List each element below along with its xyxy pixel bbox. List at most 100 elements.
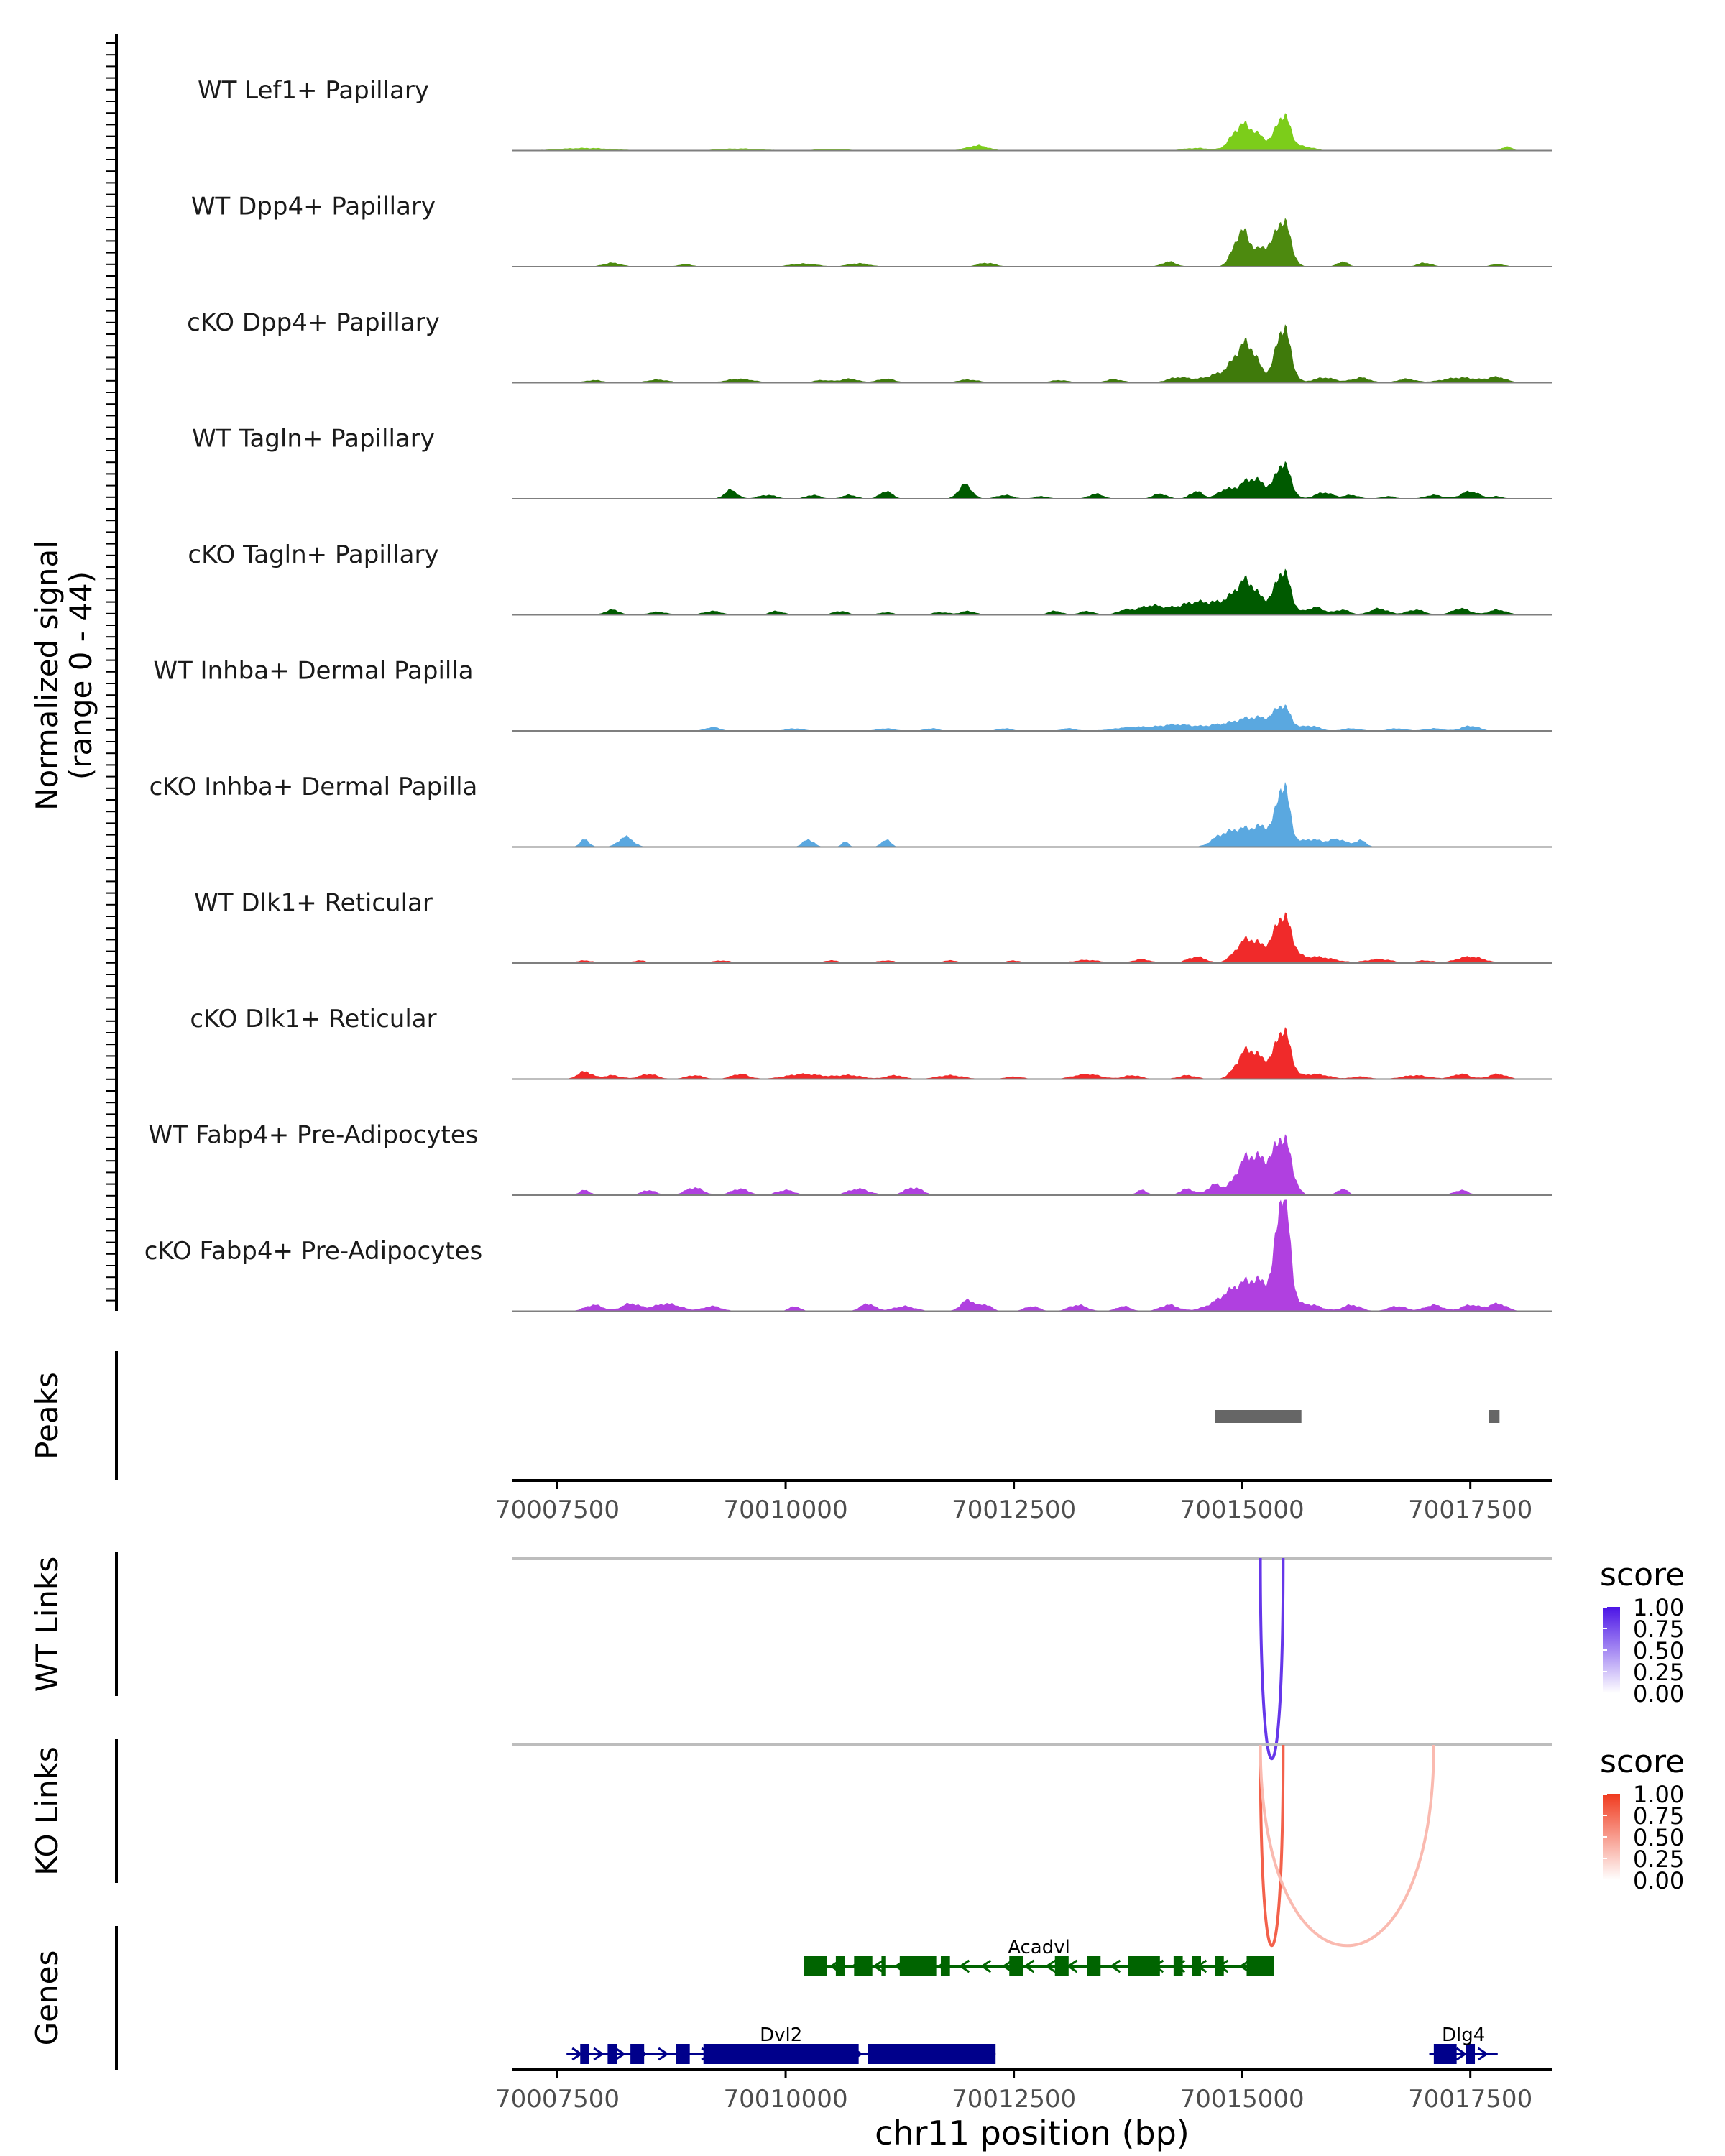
ko-legend-labels: 1.000.750.500.250.00 bbox=[1603, 1781, 1684, 1894]
gene-exon bbox=[1246, 1956, 1274, 1976]
gene-exon bbox=[1215, 1956, 1224, 1976]
peaks-panel: Peaks 70007500 70010000 70012500 70015000 70… bbox=[29, 1351, 1552, 1524]
legend-label: 0.75 bbox=[1633, 1802, 1684, 1830]
gene-exon bbox=[1192, 1956, 1201, 1976]
gene-exon bbox=[835, 1956, 845, 1976]
gene-exon bbox=[868, 2044, 996, 2064]
ko-legend-title: score bbox=[1600, 1743, 1685, 1780]
coverage-track: WT Tagln+ Papillary bbox=[192, 425, 1552, 499]
coverage-track-label: cKO Tagln+ Papillary bbox=[188, 540, 438, 569]
gene-name: Dvl2 bbox=[760, 2024, 802, 2046]
coverage-area bbox=[512, 461, 1552, 499]
x-tick-label: 70007500 bbox=[495, 2085, 620, 2114]
link-arc bbox=[1259, 1557, 1285, 1761]
coverage-track: WT Lef1+ Papillary bbox=[198, 76, 1552, 152]
legend-label: 0.00 bbox=[1633, 1867, 1684, 1894]
strand-arrow bbox=[615, 2047, 626, 2061]
gene-exon bbox=[881, 1956, 886, 1976]
coverage-ylabel-line2: (range 0 - 44) bbox=[63, 571, 98, 780]
gene-exon bbox=[703, 2044, 859, 2064]
x-axis-title: chr11 position (bp) bbox=[875, 2114, 1190, 2152]
strand-arrow bbox=[872, 1959, 884, 1973]
gene-model: Dlg4 bbox=[1429, 2024, 1498, 2064]
genes-x-ticks: 70007500 70010000 70012500 70015000 70017500 bbox=[495, 2070, 1532, 2114]
legend-label: 0.50 bbox=[1633, 1637, 1684, 1664]
legend-label: 0.75 bbox=[1633, 1616, 1684, 1643]
gene-exon bbox=[1466, 2044, 1476, 2064]
peak-regions bbox=[1215, 1410, 1500, 1423]
coverage-track: WT Dlk1+ Reticular bbox=[194, 889, 1552, 964]
coverage-ylabel-line1: Normalized signal bbox=[29, 540, 65, 811]
gene-exon bbox=[940, 1956, 950, 1976]
strand-arrow bbox=[1238, 1959, 1251, 1973]
coverage-area bbox=[512, 568, 1552, 615]
x-tick-label: 70015000 bbox=[1180, 2085, 1305, 2114]
legend-label: 0.25 bbox=[1633, 1659, 1684, 1686]
strand-arrow bbox=[1455, 2047, 1468, 2061]
coverage-track: WT Fabp4+ Pre-Adipocytes bbox=[149, 1121, 1552, 1196]
strand-arrow bbox=[1109, 1959, 1121, 1973]
coverage-track-label: WT Dlk1+ Reticular bbox=[194, 889, 433, 918]
link-arc bbox=[1259, 1744, 1435, 1948]
strand-arrow bbox=[1044, 1959, 1057, 1973]
gene-exon bbox=[607, 2044, 617, 2064]
gene-exon bbox=[1128, 1956, 1160, 1976]
coverage-area bbox=[512, 113, 1552, 151]
coverage-track-label: cKO Fabp4+ Pre-Adipocytes bbox=[144, 1237, 483, 1266]
gene-exon bbox=[1433, 2044, 1457, 2064]
ko-links-panel: KO Links score 1.000.750.500.250.00 bbox=[29, 1739, 1685, 1948]
gene-exon bbox=[1087, 1956, 1101, 1976]
coverage-tracks: WT Lef1+ Papillary WT Dpp4+ Papillary cKO … bbox=[144, 76, 1552, 1312]
legend-label: 1.00 bbox=[1633, 1781, 1684, 1808]
genes-ylabel: Genes bbox=[29, 1950, 65, 2046]
coverage-track-label: WT Fabp4+ Pre-Adipocytes bbox=[149, 1121, 479, 1150]
gene-model: Dvl2 bbox=[566, 2024, 996, 2064]
x-tick-label: 70017500 bbox=[1408, 1496, 1532, 1524]
gene-exon bbox=[1054, 1956, 1069, 1976]
coverage-track: cKO Inhba+ Dermal Papilla bbox=[150, 773, 1552, 848]
coverage-area bbox=[512, 782, 1552, 847]
legend-label: 1.00 bbox=[1633, 1594, 1684, 1621]
gene-exon bbox=[580, 2044, 589, 2064]
wt-links-legend: score 1.000.750.500.250.00 bbox=[1600, 1557, 1685, 1708]
coverage-area bbox=[512, 1027, 1552, 1079]
gene-exon bbox=[630, 2044, 645, 2064]
peaks-x-ticks: 70007500 70010000 70012500 70015000 70017500 bbox=[495, 1480, 1532, 1524]
x-tick-label: 70012500 bbox=[952, 2085, 1076, 2114]
x-tick-label: 70010000 bbox=[724, 2085, 848, 2114]
wt-links-ylabel: WT Links bbox=[29, 1557, 65, 1692]
coverage-track-label: cKO Inhba+ Dermal Papilla bbox=[150, 773, 478, 801]
coverage-area bbox=[512, 324, 1552, 383]
coverage-track-label: WT Tagln+ Papillary bbox=[192, 425, 435, 453]
coverage-y-ticks bbox=[106, 42, 116, 1302]
gene-model: Acadvl bbox=[804, 1937, 1274, 1976]
coverage-area bbox=[512, 912, 1552, 963]
wt-legend-labels: 1.000.750.500.250.00 bbox=[1603, 1594, 1684, 1708]
gene-exon bbox=[1173, 1956, 1183, 1976]
legend-label: 0.00 bbox=[1633, 1680, 1684, 1708]
coverage-panel: Normalized signal (range 0 - 44) WT Lef1… bbox=[29, 34, 1552, 1312]
gene-exon bbox=[804, 1956, 827, 1976]
gene-models: Acadvl Dvl2 Dlg4 bbox=[566, 1937, 1498, 2064]
coverage-track-label: WT Inhba+ Dermal Papilla bbox=[153, 657, 473, 686]
gene-exon bbox=[854, 1956, 873, 1976]
coverage-track-label: WT Dpp4+ Papillary bbox=[191, 193, 436, 221]
peak-region bbox=[1489, 1410, 1500, 1423]
coverage-track: cKO Tagln+ Papillary bbox=[188, 540, 1552, 616]
coverage-area bbox=[512, 1199, 1552, 1312]
wt-legend-title: score bbox=[1600, 1557, 1685, 1593]
coverage-area bbox=[512, 218, 1552, 267]
strand-arrow bbox=[658, 2047, 669, 2061]
x-tick-label: 70017500 bbox=[1408, 2085, 1532, 2114]
strand-arrow bbox=[593, 2047, 604, 2061]
gene-name: Acadvl bbox=[1008, 1937, 1070, 1958]
legend-label: 0.25 bbox=[1633, 1846, 1684, 1873]
coverage-track: cKO Dpp4+ Papillary bbox=[187, 308, 1552, 384]
coverage-area bbox=[512, 1134, 1552, 1195]
coverage-track: cKO Dlk1+ Reticular bbox=[190, 1005, 1552, 1080]
wt-links-panel: WT Links score 1.000.750.500.250.00 bbox=[29, 1552, 1685, 1761]
peak-region bbox=[1215, 1410, 1302, 1423]
ko-link-arcs bbox=[1259, 1744, 1435, 1948]
coverage-track-label: cKO Dpp4+ Papillary bbox=[187, 308, 440, 337]
